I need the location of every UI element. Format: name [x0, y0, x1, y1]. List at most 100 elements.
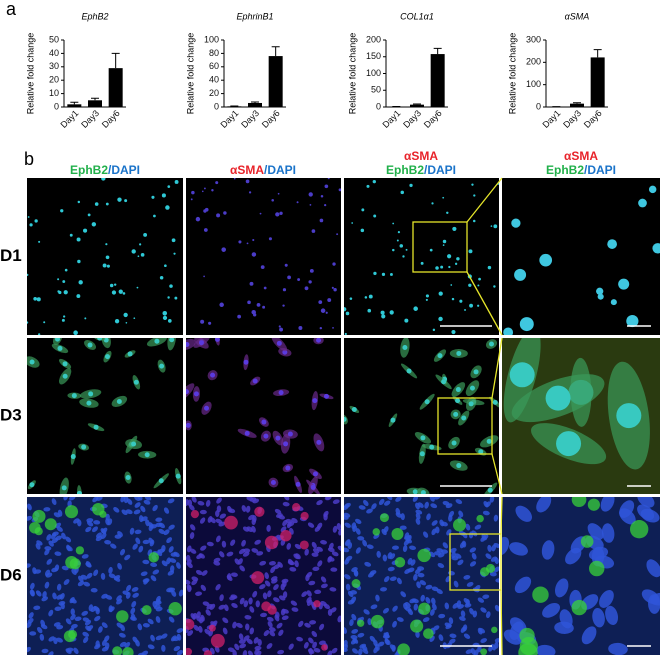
- nucleus: [364, 561, 372, 567]
- nucleus: [226, 575, 233, 581]
- nucleus: [108, 566, 113, 574]
- nucleus: [65, 648, 72, 654]
- stain: [580, 535, 594, 548]
- nucleus: [483, 500, 489, 508]
- nucleus: [387, 566, 395, 572]
- nucleus: [61, 318, 65, 322]
- nucleus: [29, 359, 35, 365]
- nucleus: [27, 273, 29, 276]
- nucleus: [117, 197, 122, 202]
- nucleus: [77, 200, 81, 204]
- nucleus: [215, 535, 221, 543]
- nucleus: [404, 568, 411, 574]
- nucleus: [288, 643, 294, 650]
- nucleus: [132, 592, 139, 598]
- micrograph-bg: [502, 178, 660, 335]
- nucleus: [313, 471, 319, 477]
- nucleus: [509, 362, 535, 388]
- nucleus: [357, 632, 365, 638]
- stain: [280, 530, 292, 542]
- nucleus: [147, 644, 155, 650]
- nucleus: [344, 522, 351, 528]
- nucleus: [434, 497, 441, 500]
- nucleus: [415, 517, 421, 525]
- nucleus: [200, 545, 207, 551]
- nucleus: [173, 646, 181, 652]
- nucleus: [435, 526, 440, 534]
- nucleus: [308, 637, 314, 644]
- nucleus: [195, 216, 201, 222]
- nucleus: [248, 191, 252, 194]
- stain: [351, 579, 361, 588]
- stain: [519, 636, 538, 655]
- nucleus: [455, 387, 461, 393]
- nucleus: [327, 547, 335, 553]
- nucleus: [514, 268, 527, 281]
- nucleus: [472, 610, 478, 618]
- nucleus: [219, 302, 224, 308]
- nucleus: [351, 522, 357, 530]
- stain: [476, 514, 484, 523]
- nucleus: [203, 187, 206, 190]
- nucleus: [163, 529, 170, 536]
- nucleus: [318, 640, 326, 646]
- nucleus: [167, 185, 171, 188]
- nucleus: [59, 593, 65, 600]
- nucleus: [425, 584, 433, 590]
- nucleus: [150, 562, 158, 568]
- nucleus: [124, 642, 131, 648]
- nucleus: [402, 545, 408, 553]
- error-bar: [251, 101, 259, 103]
- nucleus: [251, 252, 257, 257]
- nucleus: [41, 648, 49, 654]
- nucleus: [308, 280, 312, 284]
- column-header: EphB2/DAPI: [386, 163, 456, 177]
- stain: [587, 498, 600, 511]
- nucleus: [460, 626, 467, 633]
- nucleus: [215, 181, 219, 185]
- nucleus: [230, 572, 238, 577]
- nucleus: [126, 498, 133, 505]
- micrograph-content: [502, 178, 660, 335]
- nucleus: [69, 233, 73, 237]
- nucleus: [29, 631, 37, 636]
- nucleus: [469, 303, 474, 308]
- nucleus: [70, 608, 75, 616]
- nucleus: [370, 604, 378, 610]
- nucleus: [83, 228, 88, 233]
- nucleus: [345, 311, 350, 316]
- nucleus: [227, 505, 232, 513]
- nucleus: [170, 635, 177, 642]
- nucleus: [519, 317, 534, 332]
- nucleus: [386, 497, 393, 501]
- bar: [570, 103, 584, 107]
- nucleus: [142, 623, 150, 628]
- nucleus: [457, 559, 464, 566]
- stain: [372, 528, 380, 536]
- nucleus: [46, 558, 53, 565]
- nucleus: [444, 602, 450, 610]
- nucleus: [307, 648, 315, 654]
- nucleus: [490, 225, 493, 227]
- nucleus: [271, 198, 274, 202]
- nucleus: [390, 273, 393, 276]
- panel-label: a: [6, 0, 17, 19]
- nucleus: [219, 594, 224, 602]
- nucleus: [245, 505, 251, 513]
- nucleus: [211, 189, 214, 192]
- nucleus: [503, 327, 514, 335]
- nucleus: [277, 192, 280, 195]
- nucleus: [396, 239, 399, 242]
- stain: [251, 571, 265, 585]
- nucleus: [35, 543, 41, 550]
- nucleus: [277, 649, 285, 655]
- nucleus: [28, 612, 34, 619]
- nucleus: [104, 354, 110, 360]
- micrograph-content: [27, 497, 183, 655]
- nucleus: [610, 299, 617, 306]
- nucleus: [542, 603, 561, 618]
- nucleus: [367, 308, 372, 313]
- nucleus: [389, 310, 394, 315]
- nucleus: [100, 528, 107, 535]
